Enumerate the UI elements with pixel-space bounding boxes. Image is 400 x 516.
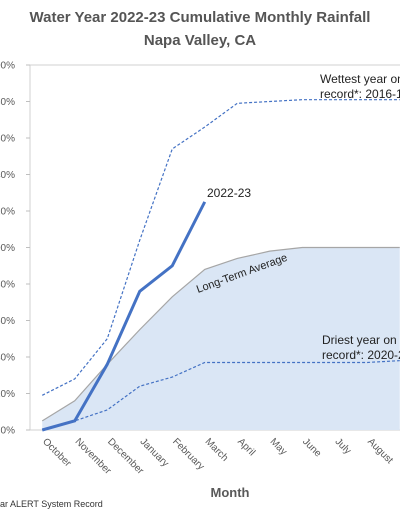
area-outline	[41, 246, 400, 422]
x-tick-label: June	[300, 436, 323, 459]
y-tick-label: 200%	[0, 61, 15, 72]
series-label: Driest year on record*: 2020-21	[322, 333, 400, 362]
series-label: Wettest year on record*: 2016-17	[320, 72, 400, 101]
area	[42, 247, 400, 430]
chart-subtitle: Napa Valley, CA	[144, 32, 256, 49]
y-tick-label: 100%	[0, 243, 15, 254]
x-tick-label: March	[203, 436, 230, 463]
y-tick-label: 60%	[0, 316, 15, 327]
y-tick-label: 40%	[0, 353, 15, 364]
line	[41, 99, 400, 396]
y-tick-label: 180%	[0, 97, 15, 108]
x-tick-label: February	[170, 436, 206, 472]
chart-title: Water Year 2022-23 Cumulative Monthly Ra…	[30, 9, 371, 26]
x-tick-label: August	[365, 436, 395, 466]
x-axis-label: Month	[211, 485, 250, 500]
line	[42, 360, 400, 431]
x-tick-label: July	[333, 436, 353, 456]
y-tick-label: 80%	[0, 280, 15, 291]
line	[41, 201, 207, 432]
y-tick-label: 0%	[1, 426, 16, 437]
series-label: 2022-23	[207, 186, 251, 200]
y-tick-label: 140%	[0, 170, 15, 181]
y-tick-label: 160%	[0, 134, 15, 145]
y-tick-label: 120%	[0, 207, 15, 218]
y-tick-label: 20%	[0, 389, 15, 400]
x-tick-label: October	[40, 436, 73, 469]
x-tick-label: May	[268, 436, 289, 457]
footnote: ar ALERT System Record	[0, 499, 103, 509]
x-tick-label: January	[138, 436, 171, 469]
x-tick-label: April	[235, 436, 257, 458]
